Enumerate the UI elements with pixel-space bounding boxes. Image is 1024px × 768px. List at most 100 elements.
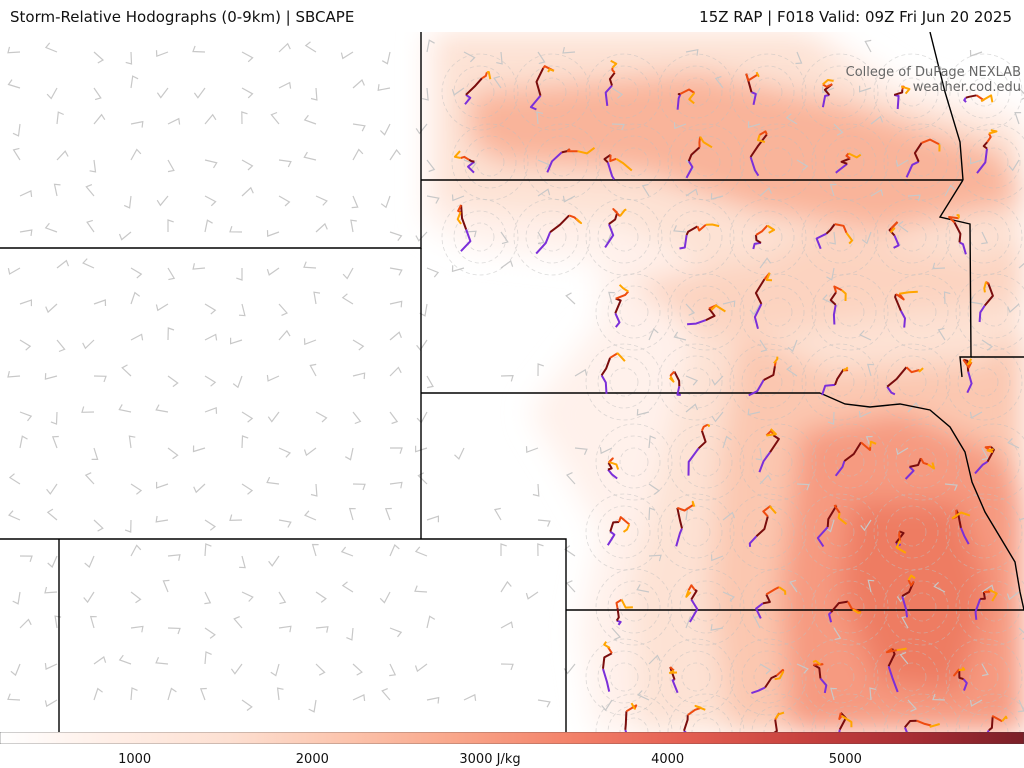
wind-barb: [93, 299, 107, 307]
colorbar-tick-label: 2000: [295, 752, 329, 767]
hodograph-ring: [835, 717, 865, 732]
wind-barb: [869, 687, 876, 701]
hodograph-trace: [699, 136, 713, 149]
wind-barb: [426, 375, 434, 389]
cape-region-3000-plus: [840, 502, 990, 692]
wind-barb: [204, 219, 213, 233]
colorbar-tick-label: 3000 J/kg: [459, 752, 521, 767]
hodograph-ring: [679, 135, 733, 189]
hodograph-ring: [873, 638, 951, 716]
hodograph-ring: [595, 123, 673, 201]
hodograph-trace: [668, 669, 678, 674]
hodograph-trace: [956, 214, 960, 219]
wind-barb: [303, 338, 317, 346]
wind-barb: [19, 190, 33, 197]
hodograph-ring: [957, 65, 1011, 119]
hodograph-ring: [873, 53, 951, 131]
wind-barb: [825, 519, 835, 533]
wind-barb: [19, 339, 32, 351]
wind-barb: [969, 411, 983, 419]
hodograph-trace: [609, 154, 617, 163]
wind-barb: [500, 260, 514, 269]
hodograph-ring: [513, 53, 591, 131]
hodograph-ring: [741, 650, 795, 704]
wind-barb: [759, 257, 772, 269]
hodograph-trace: [852, 608, 862, 614]
hodograph-trace: [845, 152, 851, 160]
wind-barb: [897, 220, 909, 233]
wind-barb: [943, 291, 951, 305]
hodograph-trace: [669, 370, 676, 377]
wind-barb: [463, 51, 476, 63]
wind-barb: [562, 195, 576, 203]
wind-barb: [54, 615, 62, 629]
wind-barb: [426, 615, 436, 629]
hodograph-ring: [597, 505, 651, 559]
hodograph-trace: [766, 224, 776, 234]
hodograph-trace: [847, 601, 862, 614]
hodograph-ring: [691, 447, 721, 477]
wind-barb: [124, 519, 132, 533]
hodograph-ring: [619, 717, 649, 732]
wind-barb: [192, 445, 206, 453]
wind-barb: [167, 327, 175, 341]
wind-barb: [895, 159, 909, 168]
wind-barb: [204, 159, 218, 169]
wind-barb: [641, 183, 650, 197]
hodograph-trace: [453, 150, 461, 159]
hodograph-trace: [913, 142, 923, 163]
wind-barb: [56, 150, 69, 161]
wind-barb: [278, 42, 291, 53]
wind-barb: [313, 291, 321, 305]
hodograph-ring: [825, 222, 855, 252]
hodograph-ring: [883, 568, 961, 646]
wind-barb: [241, 411, 254, 423]
hodograph-ring: [739, 273, 817, 351]
wind-barb: [685, 303, 696, 316]
wind-barb: [309, 363, 317, 377]
wind-barb: [267, 411, 280, 423]
wind-barb: [829, 231, 836, 245]
wind-barb: [130, 291, 141, 305]
hodograph-ring: [885, 65, 939, 119]
credit-line-2: weather.cod.edu: [912, 80, 1021, 95]
wind-barb: [167, 447, 179, 460]
hodograph-trace: [833, 285, 843, 293]
hodograph-ring: [835, 297, 865, 327]
wind-barb: [532, 483, 540, 497]
wind-barb: [833, 627, 842, 641]
wind-barb: [130, 267, 143, 279]
wind-barb: [130, 591, 142, 604]
wind-barb: [204, 195, 217, 207]
wind-barb: [786, 365, 798, 377]
wind-barb: [870, 115, 884, 125]
hodograph-ring: [945, 343, 1023, 421]
wind-barb: [1018, 262, 1024, 269]
wind-barb: [463, 159, 477, 170]
wind-barb: [10, 663, 21, 677]
wind-barb: [390, 447, 403, 454]
wind-barb: [759, 474, 772, 485]
wind-barb: [93, 375, 107, 383]
wind-barb: [192, 263, 206, 270]
hodograph-ring: [739, 123, 817, 201]
wind-barb: [859, 330, 872, 341]
hodograph-ring: [811, 123, 889, 201]
hodograph-ring: [585, 53, 663, 131]
hodograph-ring: [907, 147, 937, 177]
credit-label: College of DuPage NEXLAB weather.cod.edu: [846, 65, 1021, 95]
hodograph-trace: [529, 94, 542, 111]
hodograph-trace: [965, 94, 977, 99]
wind-barb: [204, 375, 217, 387]
hodograph-ring: [667, 423, 745, 501]
hodograph-trace: [958, 669, 964, 681]
hodograph-trace: [614, 297, 622, 314]
hodograph-ring: [969, 367, 999, 397]
wind-barb: [47, 555, 58, 568]
hodograph-trace: [959, 241, 967, 255]
wind-barb: [685, 188, 699, 197]
wind-barb: [192, 45, 206, 53]
wind-barb: [156, 195, 169, 207]
wind-barb: [167, 267, 176, 281]
wind-barb: [7, 46, 21, 54]
